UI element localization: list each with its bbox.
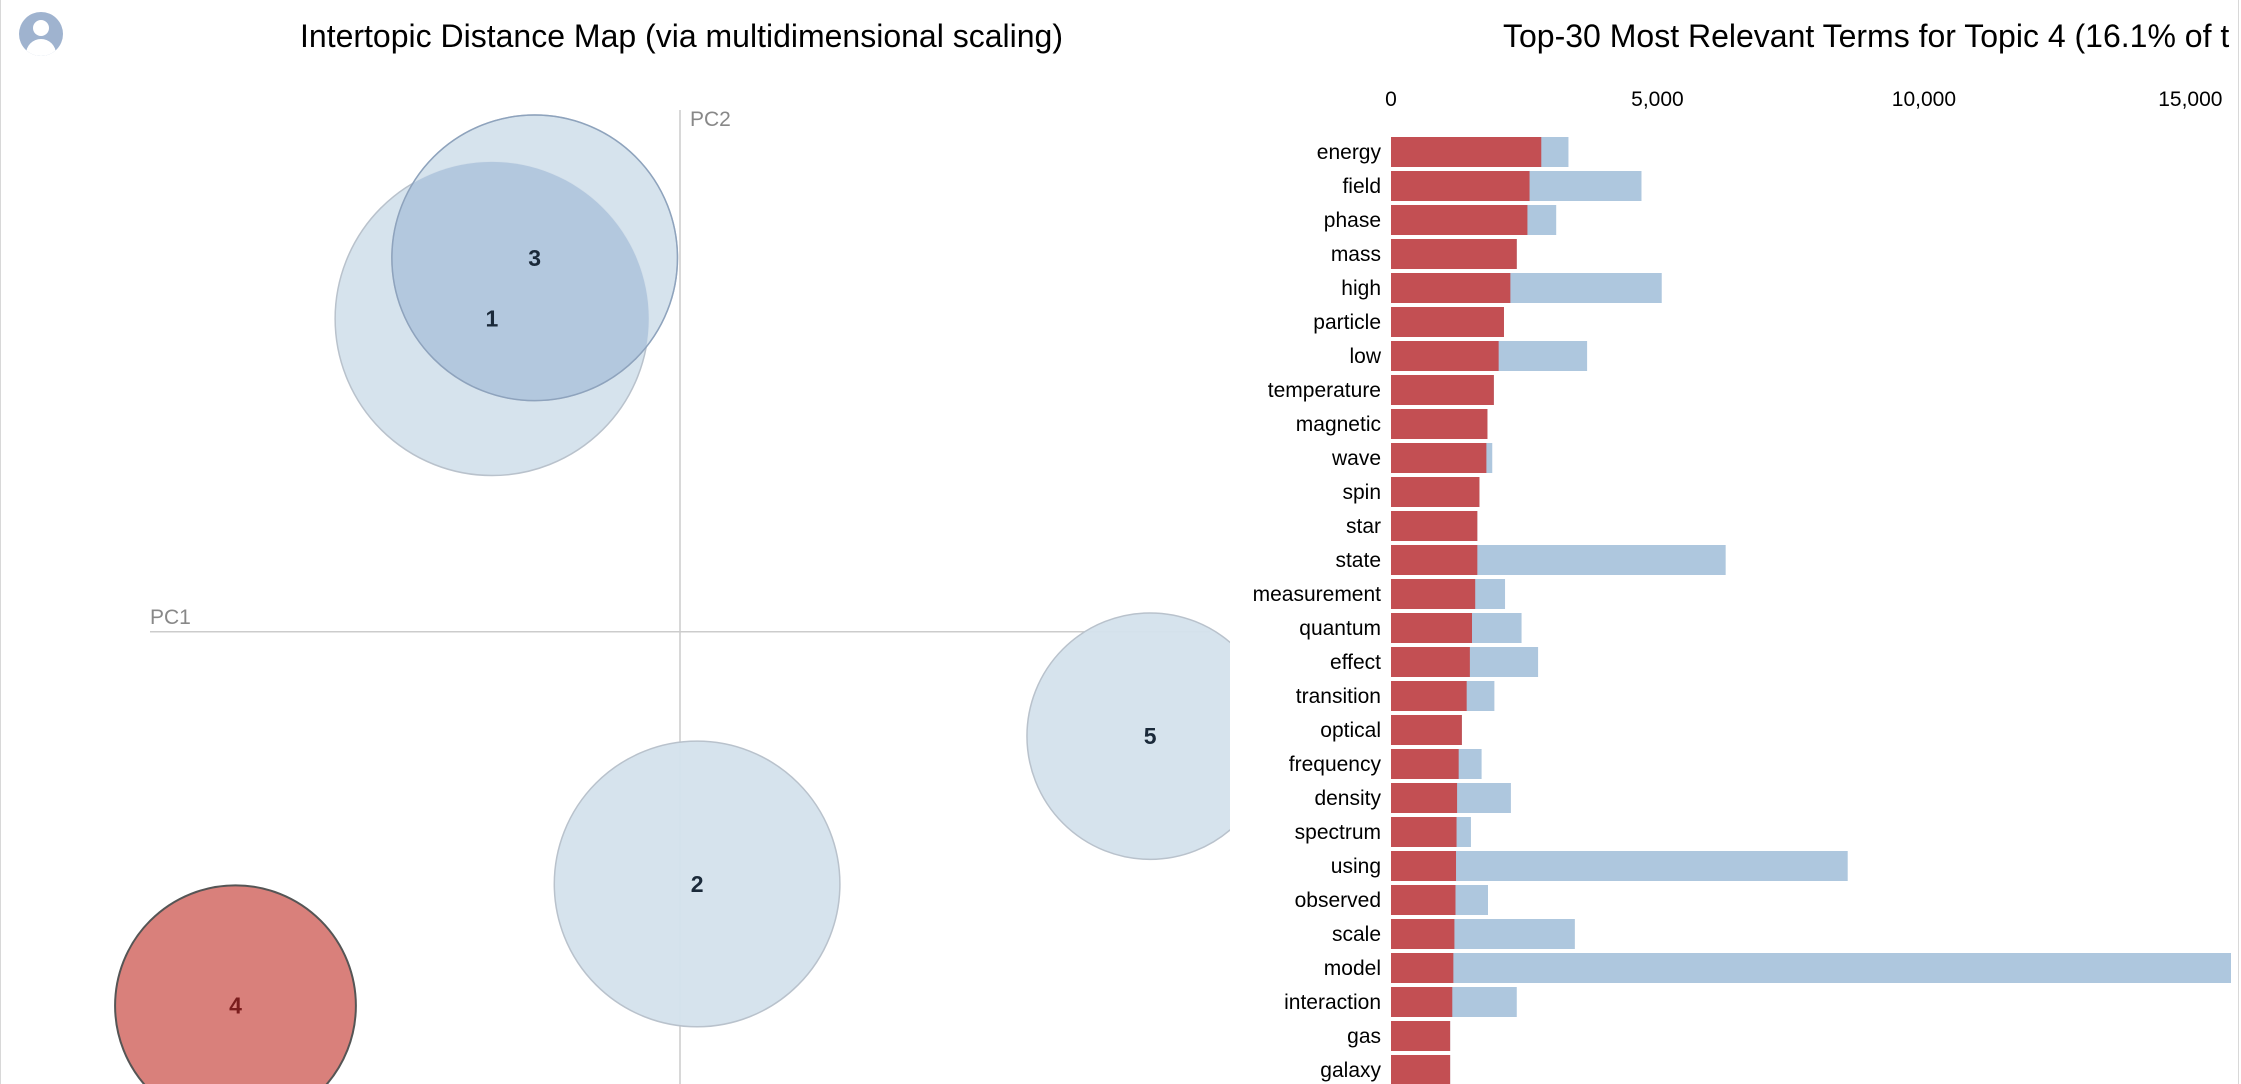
term-label: energy — [1317, 141, 1382, 164]
term-label: wave — [1331, 447, 1381, 470]
bar-title-clip: Top-30 Most Relevant Terms for Topic 4 (… — [1500, 0, 2231, 70]
term-label: state — [1335, 549, 1381, 572]
topic-term-bar — [1391, 715, 1462, 745]
topic-circle-2 — [553, 740, 841, 1028]
term-label: measurement — [1253, 583, 1382, 606]
topic-label-5: 5 — [1144, 723, 1157, 749]
topic-label-4: 4 — [229, 993, 242, 1019]
topic-term-bar — [1391, 1055, 1451, 1084]
term-label: interaction — [1284, 991, 1381, 1014]
term-label: gas — [1347, 1025, 1381, 1048]
topic-term-bar — [1391, 375, 1494, 405]
term-label: model — [1324, 957, 1381, 980]
topic-term-bar — [1391, 783, 1458, 813]
topic-term-bar — [1391, 239, 1517, 269]
bar-chart-title: Top-30 Most Relevant Terms for Topic 4 (… — [1503, 18, 2230, 54]
left-border — [0, 0, 1, 1084]
topic-label-1: 1 — [486, 306, 499, 332]
topic-circle-3-outline — [391, 114, 679, 402]
topic-term-bar — [1391, 851, 1457, 881]
topic-term-bar — [1391, 205, 1528, 235]
term-label: density — [1314, 787, 1381, 810]
topic-term-bar — [1391, 1021, 1451, 1051]
topic-term-bar — [1391, 647, 1470, 677]
topic-term-bar — [1391, 885, 1456, 915]
topic-term-bar — [1391, 579, 1476, 609]
topic-term-bar — [1391, 749, 1459, 779]
topic-label-3: 3 — [528, 245, 541, 271]
topic-term-bar — [1391, 681, 1467, 711]
term-label: using — [1331, 855, 1381, 878]
x-tick-label: 10,000 — [1892, 88, 1956, 111]
term-label: particle — [1313, 311, 1381, 334]
term-label: spin — [1342, 481, 1381, 504]
mds-title: Intertopic Distance Map (via multidimens… — [300, 18, 1063, 54]
topic-term-bar — [1391, 919, 1455, 949]
right-border — [2238, 0, 2239, 1084]
term-label: observed — [1295, 889, 1381, 912]
topic-term-bar — [1391, 613, 1473, 643]
term-label: star — [1346, 515, 1381, 538]
term-label: phase — [1324, 209, 1381, 232]
intertopic-distance-map: PC1 PC2 1 2 3 4 5 — [114, 108, 1230, 1084]
mds-plot-area: PC1 PC2 1 2 3 4 5 — [114, 108, 1230, 1084]
x-tick-label: 5,000 — [1631, 88, 1684, 111]
pc1-axis-label: PC1 — [150, 606, 191, 629]
term-label: low — [1349, 345, 1381, 368]
topic-term-bar — [1391, 307, 1504, 337]
term-label: scale — [1332, 923, 1381, 946]
x-tick-label: 0 — [1385, 88, 1397, 111]
term-label: quantum — [1299, 617, 1381, 640]
topic-term-bar — [1391, 137, 1542, 167]
topic-term-bar — [1391, 511, 1478, 541]
topic-term-bar — [1391, 545, 1478, 575]
term-label: galaxy — [1320, 1059, 1381, 1082]
term-label: frequency — [1289, 753, 1382, 776]
topic-term-bar — [1391, 409, 1488, 439]
topic-circle-5 — [1026, 612, 1230, 861]
pc2-axis-label: PC2 — [690, 108, 731, 131]
topic-label-2: 2 — [691, 871, 704, 897]
topic-term-bar — [1391, 341, 1499, 371]
term-label: temperature — [1268, 379, 1381, 402]
relevant-terms-bar-chart: 0 5,000 10,000 15,000 energy field phase mass hi… — [1253, 88, 2231, 1084]
x-tick-label: 15,000 — [2158, 88, 2222, 111]
bar-plot-area: 0 5,000 10,000 15,000 energy field phase mass hi… — [1253, 88, 2231, 1084]
topic-term-bar — [1391, 817, 1457, 847]
term-label: effect — [1330, 651, 1381, 674]
term-label: transition — [1296, 685, 1381, 708]
term-label: high — [1341, 277, 1381, 300]
user-avatar-icon[interactable] — [19, 12, 63, 56]
topic-circle-4 — [114, 884, 357, 1084]
topic-term-bar — [1391, 953, 1454, 983]
topic-term-bar — [1391, 443, 1487, 473]
topic-term-bar — [1391, 171, 1530, 201]
term-label: spectrum — [1295, 821, 1381, 844]
overall-term-bar — [1391, 953, 2231, 983]
term-label: magnetic — [1296, 413, 1381, 436]
term-label: mass — [1331, 243, 1381, 266]
topic-term-bar — [1391, 477, 1480, 507]
topic-term-bar — [1391, 987, 1453, 1017]
term-label: field — [1342, 175, 1381, 198]
overall-term-bar — [1391, 851, 1848, 881]
topic-term-bar — [1391, 273, 1511, 303]
term-label: optical — [1320, 719, 1381, 742]
